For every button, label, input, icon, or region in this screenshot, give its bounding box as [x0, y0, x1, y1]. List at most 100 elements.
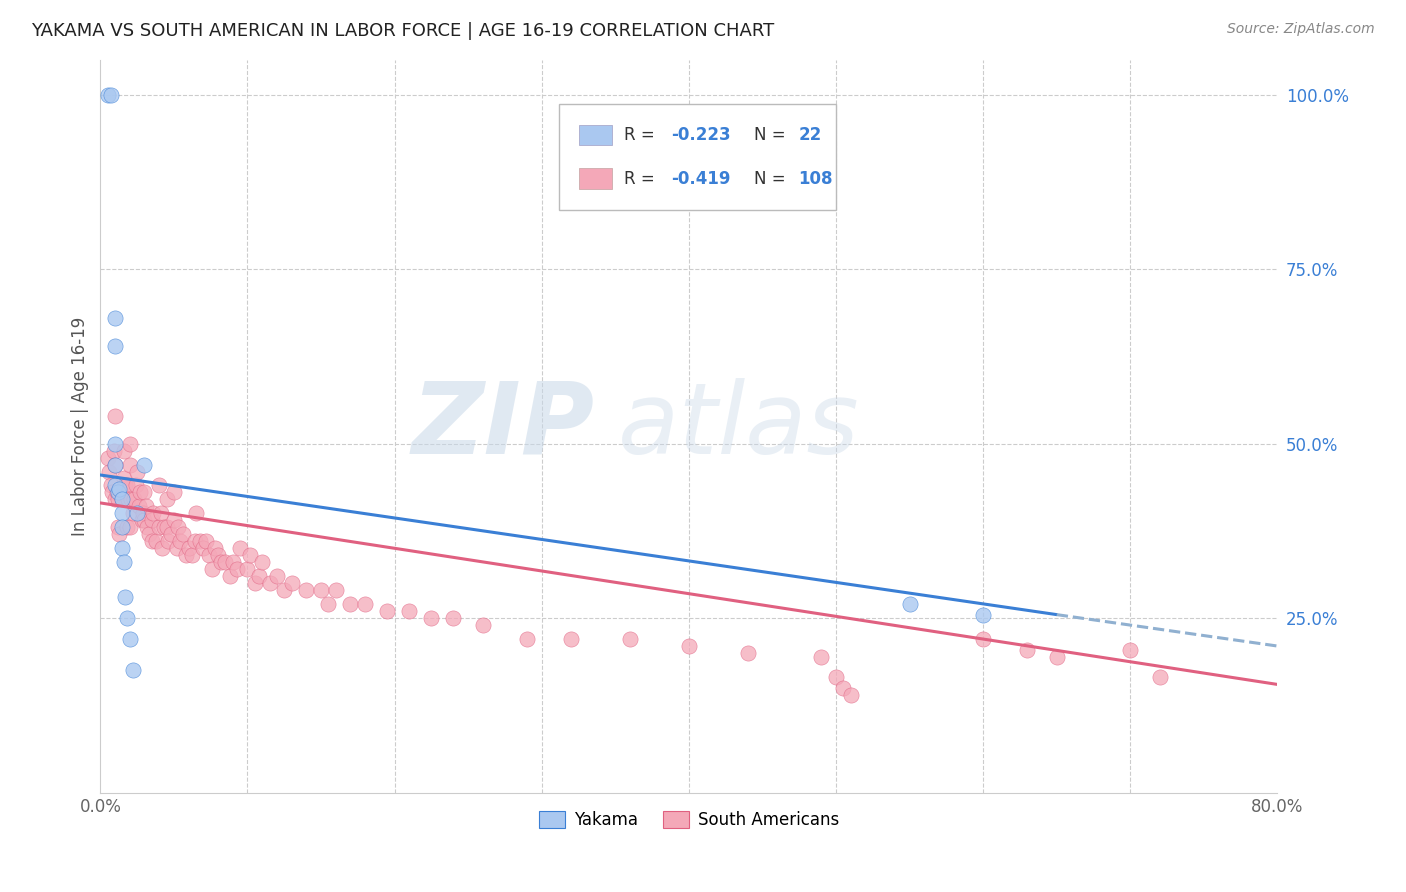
Point [97, 450, 120, 465]
Point [112, 471, 135, 485]
Point [972, 607, 994, 622]
Point [127, 507, 149, 521]
Point [174, 549, 197, 563]
Point [104, 492, 127, 507]
Point [134, 485, 156, 500]
Point [124, 478, 146, 492]
Point [135, 500, 157, 514]
Point [104, 436, 127, 450]
Point [207, 549, 229, 563]
Point [108, 527, 131, 541]
Point [142, 507, 165, 521]
Point [218, 569, 240, 583]
Point [239, 549, 262, 563]
Point [737, 646, 759, 660]
Point [111, 507, 134, 521]
Point [112, 443, 135, 458]
Point [266, 569, 288, 583]
Point [120, 492, 142, 507]
FancyBboxPatch shape [579, 169, 613, 189]
Point [117, 492, 139, 507]
Point [560, 632, 582, 646]
Point [516, 632, 538, 646]
Point [110, 485, 132, 500]
Text: N =: N = [754, 169, 790, 187]
Point [839, 688, 862, 702]
Point [98, 465, 121, 479]
Point [972, 632, 994, 646]
Point [619, 632, 641, 646]
Point [155, 492, 177, 507]
Point [810, 649, 832, 664]
Point [193, 541, 215, 556]
Point [209, 555, 232, 569]
Point [149, 507, 172, 521]
FancyBboxPatch shape [579, 125, 613, 145]
Point [259, 576, 281, 591]
Point [118, 520, 141, 534]
Point [112, 555, 135, 569]
Point [1046, 649, 1069, 664]
Point [163, 485, 186, 500]
Point [160, 527, 183, 541]
Point [201, 562, 224, 576]
Point [229, 541, 252, 556]
Point [247, 569, 270, 583]
Point [243, 576, 266, 591]
Point [250, 555, 273, 569]
Point [214, 555, 236, 569]
Point [141, 534, 163, 549]
Point [184, 507, 207, 521]
Point [136, 520, 159, 534]
Point [150, 541, 173, 556]
Point [354, 597, 377, 611]
Point [104, 310, 127, 325]
Text: Source: ZipAtlas.com: Source: ZipAtlas.com [1227, 22, 1375, 37]
Point [131, 513, 153, 527]
Point [273, 583, 295, 598]
Point [471, 618, 494, 632]
Point [204, 541, 226, 556]
Point [118, 458, 141, 472]
Point [114, 478, 136, 492]
Text: -0.419: -0.419 [671, 169, 731, 187]
Point [157, 534, 180, 549]
Point [115, 478, 138, 492]
Point [678, 639, 700, 653]
Point [198, 549, 221, 563]
Text: 22: 22 [799, 126, 821, 144]
Point [443, 611, 465, 625]
Point [104, 339, 127, 353]
Point [167, 520, 190, 534]
Point [127, 465, 149, 479]
Point [107, 520, 129, 534]
Point [420, 611, 443, 625]
Point [195, 534, 218, 549]
Point [121, 664, 143, 678]
Point [100, 87, 122, 102]
Text: ZIP: ZIP [412, 377, 595, 475]
Point [101, 485, 124, 500]
Point [115, 520, 138, 534]
Point [169, 534, 191, 549]
Point [111, 541, 134, 556]
Point [115, 611, 138, 625]
Point [134, 458, 156, 472]
FancyBboxPatch shape [560, 103, 837, 210]
Point [226, 562, 249, 576]
Point [222, 555, 245, 569]
Point [132, 507, 155, 521]
Point [104, 409, 127, 423]
Point [111, 492, 134, 507]
Point [163, 513, 186, 527]
Point [375, 604, 398, 618]
Point [155, 520, 177, 534]
Point [398, 604, 420, 618]
Point [152, 520, 174, 534]
Point [1017, 642, 1039, 657]
Point [118, 436, 141, 450]
Text: -0.223: -0.223 [671, 126, 731, 144]
Text: 108: 108 [799, 169, 832, 187]
Text: N =: N = [754, 126, 790, 144]
Point [129, 485, 152, 500]
